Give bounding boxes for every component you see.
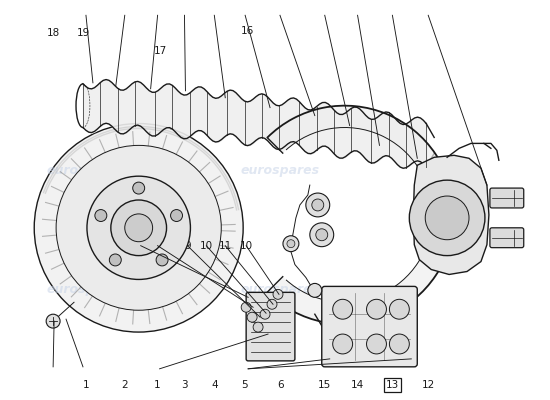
Circle shape: [267, 299, 277, 309]
Circle shape: [56, 145, 221, 310]
Text: 19: 19: [77, 28, 90, 38]
Text: 11: 11: [219, 241, 232, 251]
Circle shape: [170, 210, 183, 222]
Text: eurospares: eurospares: [46, 283, 125, 296]
Polygon shape: [267, 106, 454, 324]
Text: 14: 14: [350, 380, 364, 390]
Circle shape: [425, 196, 469, 240]
Circle shape: [273, 289, 283, 299]
Circle shape: [308, 284, 322, 297]
Text: 3: 3: [182, 380, 188, 390]
Circle shape: [34, 124, 243, 332]
FancyBboxPatch shape: [322, 286, 417, 367]
Circle shape: [87, 176, 190, 280]
Circle shape: [241, 302, 251, 312]
Circle shape: [260, 309, 270, 319]
Circle shape: [253, 322, 263, 332]
FancyBboxPatch shape: [246, 292, 295, 361]
Text: 17: 17: [153, 46, 167, 56]
Circle shape: [156, 254, 168, 266]
Polygon shape: [413, 155, 489, 274]
Text: 1: 1: [83, 380, 90, 390]
Text: 18: 18: [47, 28, 60, 38]
Circle shape: [316, 229, 328, 241]
Text: eurospares: eurospares: [240, 164, 320, 177]
Text: 7: 7: [138, 241, 144, 251]
Circle shape: [283, 236, 299, 252]
Text: 10: 10: [240, 241, 253, 251]
Text: 6: 6: [277, 380, 284, 390]
Circle shape: [111, 200, 167, 256]
Text: 1: 1: [154, 380, 161, 390]
Circle shape: [312, 199, 324, 211]
Text: 16: 16: [241, 26, 254, 36]
Circle shape: [409, 180, 485, 256]
Text: 10: 10: [200, 241, 213, 251]
Circle shape: [287, 240, 295, 248]
Circle shape: [310, 223, 334, 247]
Text: 2: 2: [121, 380, 128, 390]
Text: 15: 15: [318, 380, 331, 390]
Circle shape: [366, 299, 387, 319]
Text: 13: 13: [386, 380, 399, 390]
Text: 12: 12: [422, 380, 435, 390]
Circle shape: [333, 299, 353, 319]
Text: 4: 4: [212, 380, 218, 390]
Circle shape: [389, 299, 409, 319]
Circle shape: [333, 334, 353, 354]
Circle shape: [389, 334, 409, 354]
Text: eurospares: eurospares: [240, 283, 320, 296]
Circle shape: [306, 193, 329, 217]
Circle shape: [95, 210, 107, 222]
Circle shape: [109, 254, 121, 266]
Circle shape: [133, 182, 145, 194]
Circle shape: [125, 214, 152, 242]
Text: eurospares: eurospares: [46, 164, 125, 177]
FancyBboxPatch shape: [490, 188, 524, 208]
Text: 9: 9: [184, 241, 191, 251]
FancyBboxPatch shape: [490, 228, 524, 248]
Text: 8: 8: [154, 241, 161, 251]
Text: 5: 5: [241, 380, 248, 390]
Circle shape: [46, 314, 60, 328]
Circle shape: [366, 334, 387, 354]
Circle shape: [247, 312, 257, 322]
